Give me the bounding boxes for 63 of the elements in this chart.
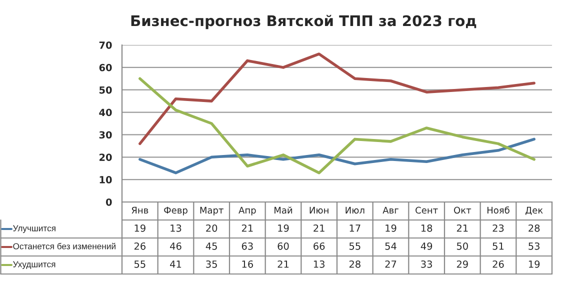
data-label: 19	[278, 224, 289, 232]
x-tick-label: Сент	[416, 206, 438, 214]
x-tick-label: Окт	[454, 206, 472, 214]
x-tick-label: Февр	[164, 206, 188, 216]
data-label: 19	[386, 224, 396, 232]
y-tick-label: 30	[99, 131, 112, 139]
data-label: 41	[170, 260, 182, 268]
data-label: 35	[206, 260, 217, 268]
x-tick-label: Апр	[238, 206, 256, 216]
x-tick-label: Янв	[132, 206, 148, 214]
data-label: 27	[385, 260, 396, 268]
x-tick-label: Март	[200, 206, 224, 216]
legend-label: Останется без изменений	[13, 242, 116, 250]
data-label: 21	[456, 224, 468, 232]
y-tick-label: 20	[100, 154, 112, 161]
y-tick-label: 60	[99, 64, 112, 72]
x-tick-label: Дек	[526, 206, 543, 215]
data-label: 21	[278, 260, 289, 268]
data-label: 23	[492, 224, 504, 232]
data-label: 28	[528, 224, 540, 232]
data-label: 19	[528, 260, 540, 268]
data-label: 54	[385, 242, 396, 250]
y-tick-label: 70	[99, 41, 112, 49]
data-label: 26	[492, 260, 504, 268]
x-tick-label: Июл	[346, 206, 364, 214]
data-label: 17	[350, 224, 360, 232]
data-label: 60	[278, 242, 289, 250]
data-label: 49	[420, 242, 432, 250]
data-label: 55	[134, 260, 146, 268]
data-label: 13	[314, 260, 324, 268]
x-tick-label: Май	[274, 206, 292, 214]
data-label: 50	[456, 242, 468, 250]
y-tick-label: 0	[106, 198, 112, 206]
y-tick-label: 10	[100, 176, 112, 184]
data-label: 13	[170, 224, 182, 232]
y-tick-label: 40	[99, 108, 112, 116]
data-label: 16	[242, 260, 253, 268]
data-label: 53	[528, 242, 540, 250]
data-label: 45	[206, 242, 217, 250]
data-label: 51	[492, 242, 504, 250]
line-series	[138, 77, 536, 174]
line-series	[138, 138, 536, 174]
legend-label: Ухудшится	[13, 261, 56, 270]
data-label: 63	[242, 242, 253, 250]
data-label: 33	[421, 260, 432, 268]
data-label: 46	[170, 242, 182, 250]
chart-title: Бизнес-прогноз Вятской ТПП за 2023 год	[131, 14, 476, 30]
data-label: 28	[349, 260, 360, 268]
data-label: 18	[421, 224, 432, 232]
y-tick-label: 50	[100, 86, 112, 94]
legend-label: Улучшится	[13, 225, 56, 234]
data-label: 55	[349, 242, 360, 250]
x-tick-label: Июн	[310, 206, 328, 214]
data-label: 19	[134, 224, 146, 232]
data-label: 66	[314, 242, 325, 250]
data-label: 21	[314, 224, 324, 232]
data-label: 29	[456, 260, 468, 268]
data-label: 20	[206, 224, 218, 232]
x-tick-label: Нояб	[487, 206, 510, 214]
data-label: 26	[134, 242, 146, 250]
x-tick-label: Авг	[382, 206, 398, 214]
line-series	[138, 52, 536, 146]
data-label: 21	[242, 224, 253, 232]
